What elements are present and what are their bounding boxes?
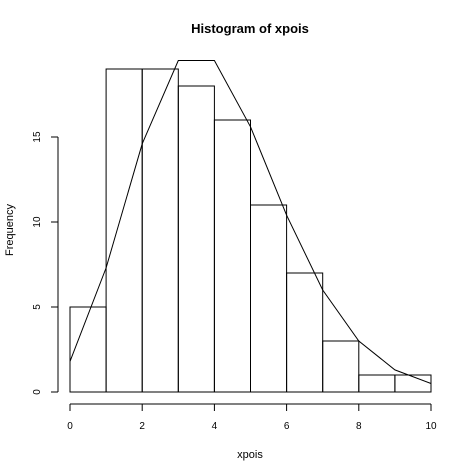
x-axis-label: xpois	[237, 449, 263, 461]
y-axis: 0 5 10 15	[32, 131, 59, 395]
density-curve-line	[69, 60, 432, 384]
x-tick-label: 2	[139, 421, 145, 432]
y-axis-label: Frequency	[4, 204, 16, 256]
x-tick-label: 4	[212, 421, 218, 432]
histogram-bar	[286, 272, 324, 393]
histogram-bar	[69, 306, 107, 393]
chart-title: Histogram of xpois	[191, 21, 309, 36]
y-tick-label: 0	[32, 389, 43, 395]
histogram-bar	[105, 68, 143, 393]
histogram-bar	[358, 374, 396, 393]
y-tick-label: 10	[32, 216, 43, 228]
y-tick-label: 15	[32, 131, 43, 143]
histogram-bars	[69, 68, 432, 393]
x-tick-label: 8	[356, 421, 362, 432]
x-tick-label: 0	[67, 421, 73, 432]
x-axis: 0 2 4 6 8 10	[67, 403, 437, 432]
histogram-bar	[213, 119, 251, 393]
x-tick-label: 10	[425, 421, 437, 432]
histogram-bar	[322, 340, 360, 393]
density-curve-layer	[69, 60, 432, 384]
histogram-bar	[141, 68, 179, 393]
x-tick-label: 6	[284, 421, 290, 432]
y-tick-label: 5	[32, 304, 43, 310]
histogram-bar	[177, 85, 215, 393]
histogram-bar	[250, 204, 288, 393]
histogram-bar	[394, 374, 432, 393]
